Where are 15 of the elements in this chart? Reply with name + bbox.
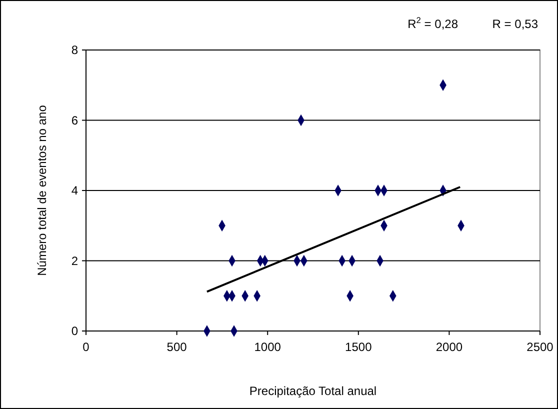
x-tick-label: 1000 — [254, 340, 282, 354]
text: R$^{2}$ = 0,28 — [408, 15, 458, 31]
y-tick-label: 6 — [71, 113, 78, 128]
y-tick-label: 0 — [71, 324, 78, 338]
x-tick-label: 2000 — [436, 340, 463, 354]
x-tick-label: 500 — [166, 340, 188, 354]
y-tick-label: 8 — [71, 43, 78, 58]
text: R = 0,53 — [492, 17, 538, 31]
x-tick-label: 2500 — [526, 340, 554, 354]
x-tick-label: 0 — [82, 340, 90, 354]
y-tick-label: 2 — [71, 254, 78, 268]
y-tick-label: 4 — [71, 184, 78, 198]
x-axis-title: Precipitação Total anual — [249, 384, 377, 398]
x-tick-label: 1500 — [345, 340, 372, 354]
y-axis-title: Número total de eventos no ano — [35, 104, 49, 276]
